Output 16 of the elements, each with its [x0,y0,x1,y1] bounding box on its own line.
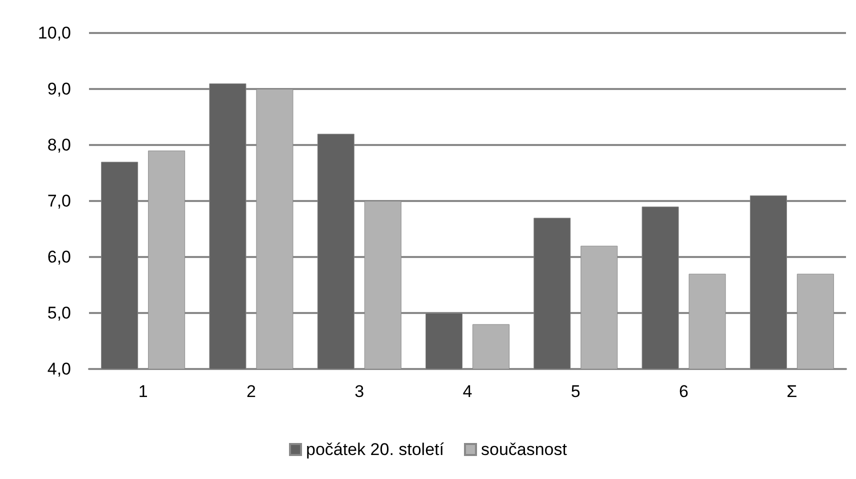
x-tick-label: 1 [138,382,148,401]
x-tick-label: 2 [246,382,256,401]
y-tick-label: 8,0 [47,136,71,154]
y-tick-label: 6,0 [47,248,71,266]
y-tick-label: 10,0 [38,24,71,42]
y-tick-label: 4,0 [47,360,71,378]
y-tick-label: 7,0 [47,192,71,210]
legend-label: současnost [480,440,568,459]
y-tick-label: 5,0 [47,304,71,322]
legend-label: počátek 20. století [306,440,444,459]
x-tick-label: 4 [462,382,472,401]
x-tick-label: Σ [786,382,798,401]
y-tick-label: 9,0 [47,80,71,98]
x-tick-label: 6 [679,382,689,401]
x-tick-label: 3 [354,382,364,401]
x-tick-label: 5 [570,382,580,401]
